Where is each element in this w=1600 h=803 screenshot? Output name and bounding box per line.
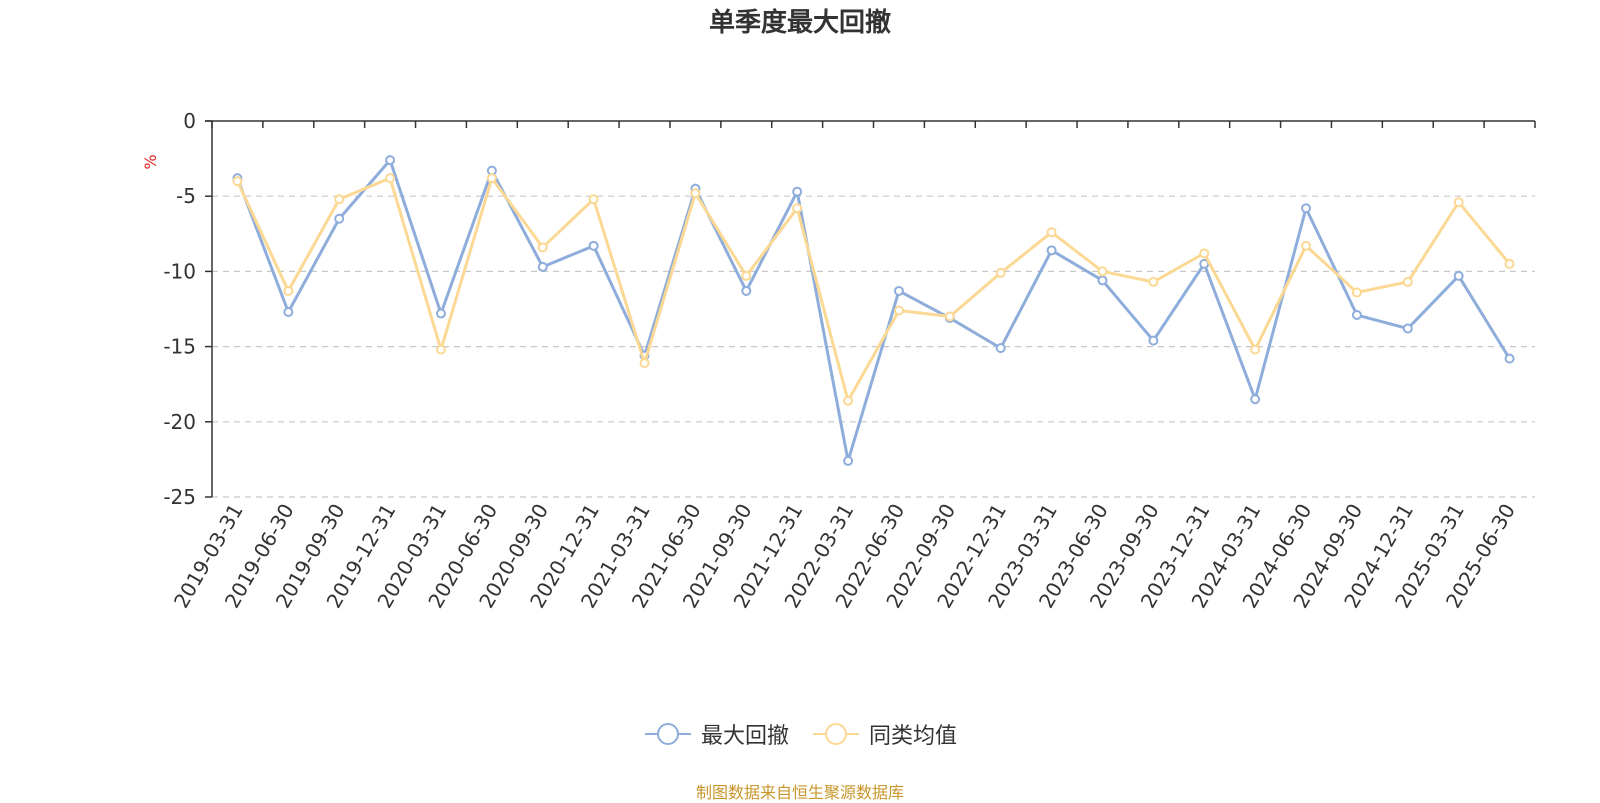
series-2-point[interactable] [1250,344,1261,355]
series-2-point[interactable] [995,267,1006,278]
y-tick-label: 0 [183,109,196,133]
series-1-point[interactable] [1402,323,1413,334]
series-2-point[interactable] [385,173,396,184]
series-2-point[interactable] [283,285,294,296]
series-2-point[interactable] [944,311,955,322]
y-tick-label: -25 [163,485,196,509]
series-2-point[interactable] [1351,287,1362,298]
series-2-point[interactable] [232,176,243,187]
legend-series-2-label: 同类均值 [869,724,958,749]
y-tick-label: -5 [176,184,196,208]
series-1-point[interactable] [283,307,294,318]
series-1-point[interactable] [537,261,548,272]
series-1-point[interactable] [1351,310,1362,321]
source-note: 制图数据来自恒生聚源数据库 [695,783,904,802]
series-1-point[interactable] [1097,275,1108,286]
legend-item-series-2[interactable]: 同类均值 [811,718,957,750]
series-2-point[interactable] [1148,276,1159,287]
y-tick-label: -10 [163,259,196,283]
series-2-point[interactable] [792,203,803,214]
series-1-line [236,158,1511,463]
series-1-point[interactable] [792,186,803,197]
series-1-point[interactable] [1250,394,1261,405]
series-lines [232,155,1515,466]
series-1-point[interactable] [1301,203,1312,214]
series-1-point[interactable] [435,308,446,319]
legend: 最大回撤 同类均值 [0,718,1600,750]
chart-title: 单季度最大回撤 [708,8,891,38]
series-1-point[interactable] [893,285,904,296]
series-2-point[interactable] [1402,276,1413,287]
series-2-point[interactable] [1199,248,1210,259]
series-2-point[interactable] [1504,258,1515,269]
series-1-point[interactable] [1046,245,1057,256]
axes [205,120,1536,498]
series-1-point[interactable] [995,343,1006,354]
series-2-point[interactable] [741,270,752,281]
series-1-point[interactable] [1453,270,1464,281]
legend-series-1-label: 最大回撤 [700,724,789,749]
series-2-line [236,176,1511,403]
series-1-point[interactable] [1148,335,1159,346]
series-1-point[interactable] [588,240,599,251]
series-1-point[interactable] [385,155,396,166]
grid-lines [212,195,1535,498]
series-2-point[interactable] [690,188,701,199]
series-2-point[interactable] [639,358,650,369]
series-2-point[interactable] [1097,266,1108,277]
series-1-point[interactable] [843,455,854,466]
y-tick-labels: 0 -5 -10 -15 -20 -25 [163,109,196,509]
y-tick-label: -20 [163,410,196,434]
legend-series-1-icon [644,723,691,745]
series-2-point[interactable] [1453,197,1464,208]
series-1-point[interactable] [1504,353,1515,364]
series-2-point[interactable] [537,242,548,253]
x-tick-labels: 2019-03-312019-06-302019-09-302019-12-31… [169,499,1520,612]
series-2-point[interactable] [1301,240,1312,251]
series-1-point[interactable] [334,213,345,224]
series-2-point[interactable] [486,173,497,184]
y-axis-unit-label: % [141,154,160,169]
series-1-point[interactable] [741,285,752,296]
series-2-point[interactable] [1046,227,1057,238]
legend-item-series-1[interactable]: 最大回撤 [643,718,789,750]
series-2-point[interactable] [435,344,446,355]
series-2-point[interactable] [843,395,854,406]
legend-series-2-icon [813,723,859,745]
series-2-point[interactable] [893,305,904,316]
y-tick-label: -15 [163,335,196,359]
series-2-point[interactable] [334,194,345,205]
series-2-point[interactable] [588,194,599,205]
